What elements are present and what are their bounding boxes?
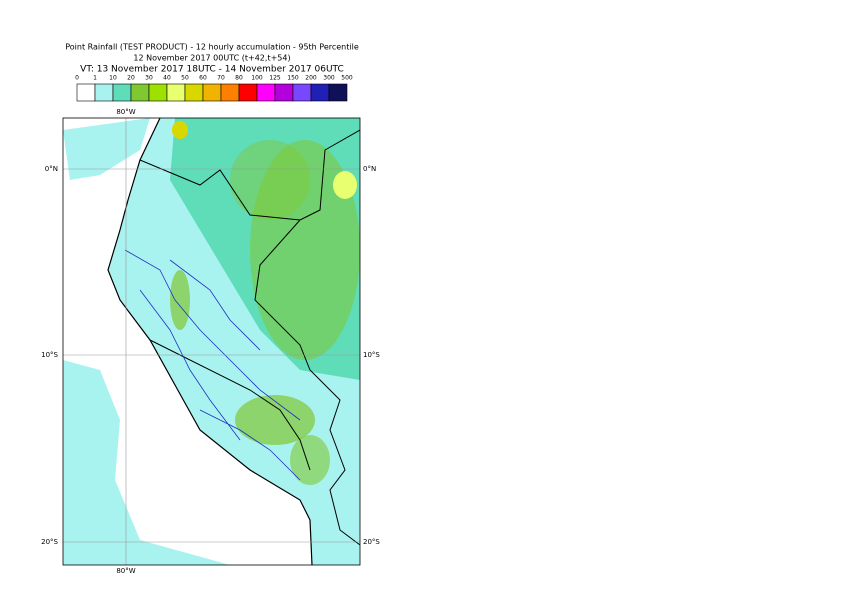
legend-swatch xyxy=(256,83,276,102)
legend-label: 150 xyxy=(287,75,299,82)
lat-label: 10°S xyxy=(41,351,58,359)
base-time: 12 November 2017 00UTC (t+42,t+54) xyxy=(133,54,290,63)
legend-swatch xyxy=(202,83,222,102)
legend-swatch xyxy=(130,83,150,102)
legend-label: 125 xyxy=(269,75,281,82)
legend-label: 60 xyxy=(199,75,207,82)
lat-label: 20°S xyxy=(41,538,58,546)
legend-label: 30 xyxy=(145,75,153,82)
legend-swatch xyxy=(328,83,348,102)
legend-label: 500 xyxy=(341,75,353,82)
legend-swatch xyxy=(148,83,168,102)
map-frame xyxy=(62,117,361,566)
legend-label: 0 xyxy=(75,75,79,82)
legend-swatch xyxy=(292,83,312,102)
legend-label: 200 xyxy=(305,75,317,82)
legend-swatch xyxy=(274,83,294,102)
legend-swatch xyxy=(166,83,186,102)
legend-swatch xyxy=(76,83,96,102)
legend-label: 300 xyxy=(323,75,335,82)
legend-swatch xyxy=(112,83,132,102)
legend-label: 10 xyxy=(109,75,117,82)
legend: 0 1 10 20 30 40 50 60 70 80 100 125 150 200 300 500 xyxy=(75,75,353,102)
legend-label: 70 xyxy=(217,75,225,82)
lon-label: 80°W xyxy=(116,567,135,575)
legend-label: 1 xyxy=(93,75,97,82)
lon-label: 80°W xyxy=(116,108,135,116)
valid-time: VT: 13 November 2017 18UTC - 14 November… xyxy=(80,65,344,75)
lat-label: 10°S xyxy=(363,351,380,359)
legend-swatch xyxy=(184,83,204,102)
legend-label: 40 xyxy=(163,75,171,82)
lat-label: 20°S xyxy=(363,538,380,546)
legend-label: 20 xyxy=(127,75,135,82)
legend-swatch xyxy=(94,83,114,102)
lat-label: 0°N xyxy=(363,165,376,173)
legend-swatch xyxy=(310,83,330,102)
legend-label: 80 xyxy=(235,75,243,82)
lat-label: 0°N xyxy=(45,165,58,173)
legend-label: 100 xyxy=(251,75,263,82)
title: Point Rainfall (TEST PRODUCT) - 12 hourl… xyxy=(65,43,359,52)
map xyxy=(63,118,360,565)
legend-swatch xyxy=(220,83,240,102)
legend-label: 50 xyxy=(181,75,189,82)
legend-swatch xyxy=(238,83,258,102)
